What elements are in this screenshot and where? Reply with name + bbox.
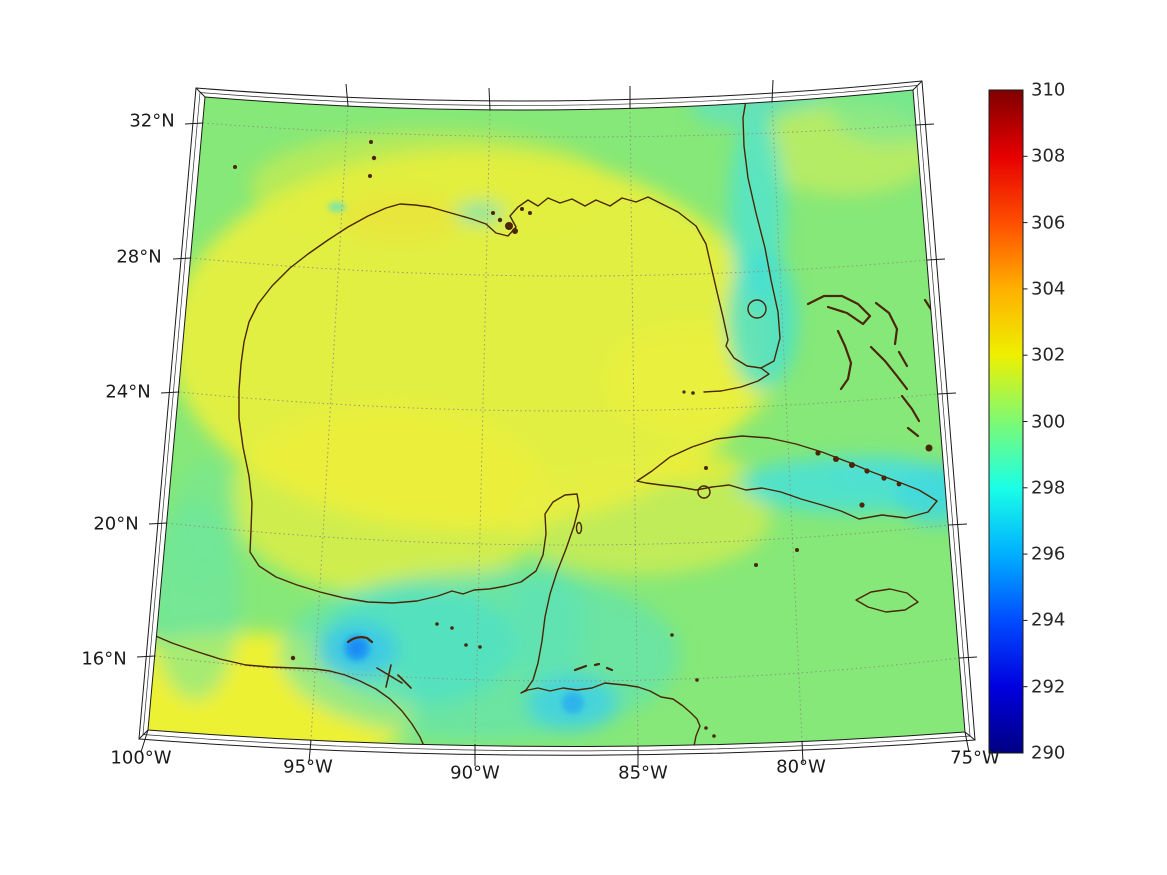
lake-okeechobee — [747, 299, 767, 319]
colorbar-tick-label-304: 304 — [1031, 278, 1066, 300]
colorbar — [988, 89, 1028, 754]
bay-islands — [573, 662, 614, 672]
coast-florida-east — [742, 93, 781, 369]
x-tick-label-95w: 95°W — [283, 756, 333, 778]
frame-midline — [142, 85, 971, 752]
x-tick-label-80w: 80°W — [776, 756, 826, 778]
colorbar-tick-label-298: 298 — [1031, 477, 1066, 499]
island-specks — [233, 140, 933, 738]
y-tick-label-32n: 32°N — [129, 110, 175, 132]
x-tick-label-90w: 90°W — [450, 762, 500, 784]
isla-juventud — [697, 485, 711, 499]
reservoir-chiapas — [346, 636, 374, 644]
x-tick-label-85w: 85°W — [618, 762, 668, 784]
colorbar-tick-label-302: 302 — [1031, 344, 1066, 366]
colorbar-tick-label-292: 292 — [1031, 676, 1066, 698]
colorbar-tick-label-306: 306 — [1031, 212, 1066, 234]
coast-gulf-mainland — [238, 196, 701, 747]
colorbar-tick-label-294: 294 — [1031, 609, 1066, 631]
y-tick-label-24n: 24°N — [105, 381, 151, 403]
x-tick-label-100w: 100°W — [110, 747, 172, 769]
y-tick-label-20n: 20°N — [93, 513, 139, 535]
colorbar-tick-label-296: 296 — [1031, 543, 1066, 565]
coast-pacific — [150, 633, 425, 747]
colorbar-tick-label-290: 290 — [1031, 742, 1066, 764]
coast-jamaica — [855, 588, 919, 613]
coast-cuba — [636, 435, 938, 520]
colorbar-gradient — [988, 89, 1024, 754]
colorbar-tick-label-300: 300 — [1031, 411, 1066, 432]
bahamas — [806, 294, 936, 438]
coastlines — [150, 93, 938, 747]
map-frame — [136, 79, 978, 768]
colorbar-ticks — [1023, 155, 1028, 688]
colorbar-tick-label-310: 310 — [1031, 79, 1066, 101]
coast-florida-west — [661, 203, 770, 393]
colorbar-tick-label-308: 308 — [1031, 145, 1066, 167]
cozumel — [575, 521, 583, 535]
river-feature — [376, 664, 412, 689]
y-tick-label-28n: 28°N — [116, 246, 162, 268]
cold-spot-honduras — [562, 692, 584, 714]
temperature-field — [148, 90, 965, 747]
graticule-gridlines — [154, 101, 960, 747]
y-tick-label-16n: 16°N — [81, 648, 127, 670]
frame-outer — [138, 80, 976, 756]
x-tick-label-75w: 75°W — [950, 747, 1000, 769]
